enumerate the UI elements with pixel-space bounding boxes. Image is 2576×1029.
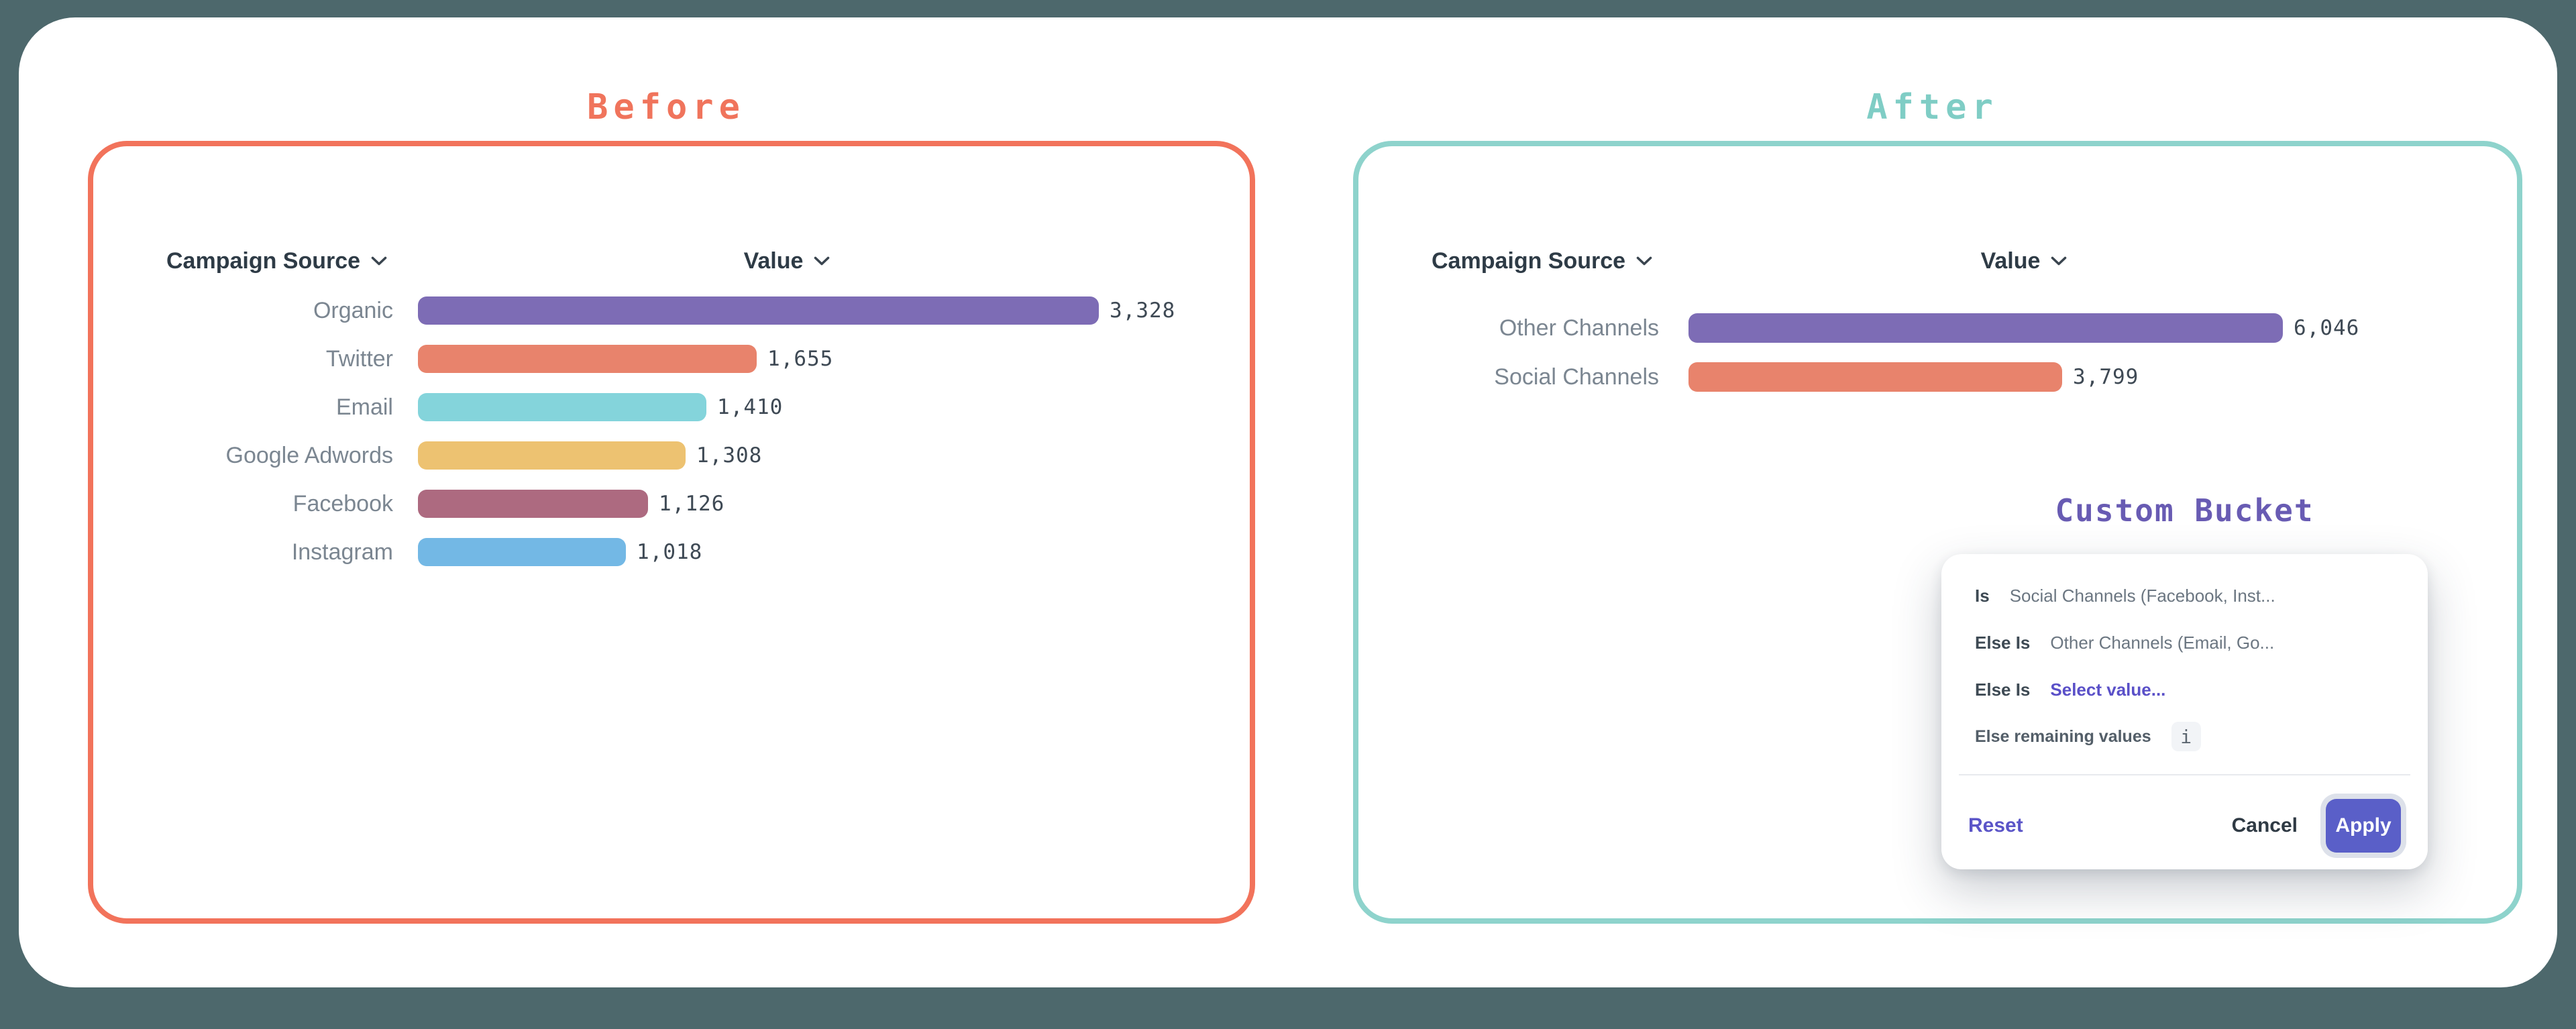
category-label: Facebook [292, 490, 393, 517]
after-chart-header: Campaign Source Value [1358, 248, 2517, 280]
bar-value: 1,126 [659, 492, 725, 516]
bar[interactable] [1688, 313, 2283, 343]
chart-row: Other Channels 6,046 [1358, 313, 2517, 343]
category-label: Other Channels [1499, 315, 1659, 341]
chart-row: Social Channels 3,799 [1358, 362, 2517, 392]
bar-value: 1,655 [767, 347, 834, 371]
rule-term: Else Is [1975, 679, 2031, 700]
before-panel: Campaign Source Value Organic 3,328 Twitte… [88, 141, 1255, 924]
chart-row: Email 1,410 [93, 393, 1250, 421]
category-label: Email [335, 394, 393, 420]
info-icon[interactable]: i [2171, 722, 2201, 751]
before-bar-chart: Organic 3,328 Twitter 1,655 Email 1,410 Google… [93, 296, 1250, 566]
rule-term: Else Is [1975, 632, 2031, 653]
bar-value: 3,328 [1110, 299, 1176, 323]
apply-button[interactable]: Apply [2326, 799, 2401, 853]
chart-row: Google Adwords 1,308 [93, 441, 1250, 470]
bar[interactable] [418, 538, 626, 566]
bar-value: 6,046 [2294, 316, 2360, 340]
after-value-header-label: Value [1980, 248, 2041, 274]
bar-value: 1,018 [637, 540, 703, 564]
custom-bucket-title: Custom Bucket [2055, 492, 2314, 529]
before-value-header-label: Value [743, 248, 804, 274]
popup-divider [1959, 774, 2410, 775]
rule-value[interactable]: Social Channels (Facebook, Inst... [2009, 585, 2275, 606]
reset-link[interactable]: Reset [1968, 814, 2023, 836]
select-value-link[interactable]: Select value... [2050, 679, 2166, 700]
cancel-button[interactable]: Cancel [2231, 814, 2298, 836]
chart-row: Facebook 1,126 [93, 490, 1250, 518]
custom-bucket-popup: Is Social Channels (Facebook, Inst... Else… [1941, 554, 2428, 869]
category-label: Social Channels [1494, 364, 1659, 390]
after-source-header[interactable]: Campaign Source [1432, 248, 1652, 274]
rule-value[interactable]: Other Channels (Email, Go... [2050, 632, 2275, 653]
before-source-header-label: Campaign Source [166, 248, 361, 274]
before-source-header[interactable]: Campaign Source [166, 248, 387, 274]
chevron-down-icon [2051, 256, 2067, 266]
category-label: Instagram [291, 539, 393, 565]
bar[interactable] [418, 296, 1099, 325]
after-panel-title: After [1866, 87, 1998, 127]
bucket-rule: Is Social Channels (Facebook, Inst... [1975, 581, 2404, 610]
category-label: Organic [313, 297, 393, 323]
chevron-down-icon [371, 256, 387, 266]
bucket-rule: Else remaining values i [1975, 722, 2404, 751]
after-panel: Campaign Source Value Other Channels 6,04… [1353, 141, 2522, 924]
chart-row: Twitter 1,655 [93, 345, 1250, 373]
app-card: Before Campaign Source Value Organic 3,32… [19, 17, 2557, 987]
bar-value: 1,410 [717, 395, 784, 419]
category-label: Twitter [325, 345, 393, 372]
bar[interactable] [418, 393, 706, 421]
chart-row: Instagram 1,018 [93, 538, 1250, 566]
before-value-header[interactable]: Value [418, 248, 1156, 274]
bucket-rules-list: Is Social Channels (Facebook, Inst... Else… [1941, 554, 2428, 751]
after-source-header-label: Campaign Source [1432, 248, 1626, 274]
bar[interactable] [1688, 362, 2062, 392]
rule-term: Else remaining values [1975, 726, 2151, 746]
chevron-down-icon [814, 256, 830, 266]
bar[interactable] [418, 345, 757, 373]
bucket-rule: Else Is Select value... [1975, 675, 2404, 704]
bar[interactable] [418, 490, 648, 518]
bucket-rule: Else Is Other Channels (Email, Go... [1975, 628, 2404, 657]
chevron-down-icon [1636, 256, 1652, 266]
chart-row: Organic 3,328 [93, 296, 1250, 325]
popup-footer: Reset Cancel Apply [1968, 782, 2401, 869]
bar-value: 1,308 [696, 443, 763, 468]
before-chart-header: Campaign Source Value [93, 248, 1250, 280]
rule-term: Is [1975, 585, 1990, 606]
after-value-header[interactable]: Value [1688, 248, 2359, 274]
before-panel-title: Before [587, 87, 745, 127]
category-label: Google Adwords [225, 442, 394, 468]
bar-value: 3,799 [2073, 365, 2139, 389]
after-bar-chart: Other Channels 6,046 Social Channels 3,799 [1358, 313, 2517, 392]
bar[interactable] [418, 441, 686, 470]
